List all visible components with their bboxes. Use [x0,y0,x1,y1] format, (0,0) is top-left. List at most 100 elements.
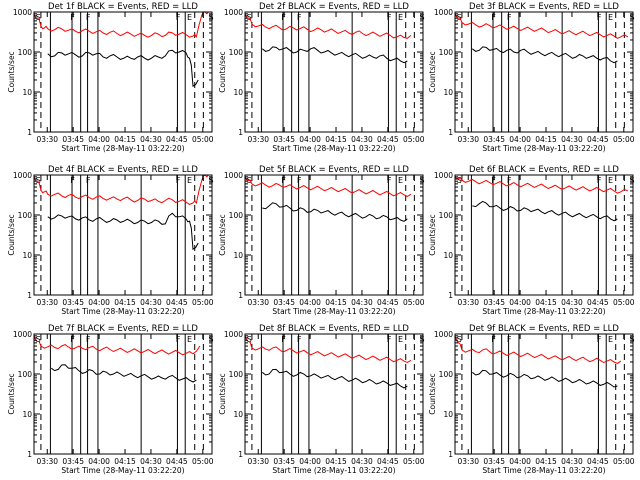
x-tick-label: 03:45 [62,298,84,307]
y-tick-label: 1000 [434,171,453,180]
x-tick-label: 05:00 [613,298,635,307]
x-tick-label: 03:45 [483,135,505,144]
saa-flag-label: F [176,176,181,185]
saa-flag-label: E [187,13,192,22]
saa-flag-label: S [630,13,635,22]
y-axis-label: Counts/sec [428,51,437,92]
saa-flag-label: E [398,13,403,22]
y-tick-label: 100 [229,370,244,379]
events-series-line [472,200,618,222]
x-tick-label: 05:00 [613,457,635,466]
x-tick-label: 04:00 [299,457,321,466]
x-axis-label: Start Time (28-May-11 03:22:20) [272,144,395,153]
x-tick-label: 04:45 [166,135,188,144]
lld-series-line [33,335,201,356]
saa-flag-label: F [387,176,392,185]
x-tick-label: 04:45 [166,298,188,307]
saa-flag-label: F [387,13,392,22]
saa-flag-label: S [247,13,252,22]
events-series-line [47,212,199,251]
saa-flag-label: S [247,335,252,344]
lld-series-line [33,174,209,205]
saa-flag-label: E [608,335,613,344]
saa-flag-label: F [597,335,602,344]
plot-frame [33,174,213,296]
x-axis-label: Start Time (28-May-11 03:22:20) [482,144,605,153]
x-tick-label: 04:00 [509,135,531,144]
x-tick-label: 04:00 [299,298,321,307]
events-series-line [261,368,408,389]
x-tick-label: 05:00 [192,457,214,466]
x-tick-label: 04:30 [351,457,373,466]
saa-flag-label: F [86,13,91,22]
panel-title: Det 1f BLACK = Events, RED = LLD [48,2,198,12]
y-tick-label: 1 [448,128,453,137]
x-tick-label: 04:15 [114,135,136,144]
panel-title: Det 8f BLACK = Events, RED = LLD [259,324,409,334]
y-tick-label: 100 [229,211,244,220]
x-tick-label: 04:00 [88,457,110,466]
saa-flag-label: F [281,335,286,344]
x-tick-label: 03:30 [247,298,269,307]
x-tick-label: 03:45 [273,457,295,466]
x-tick-label: 05:00 [613,135,635,144]
y-tick-label: 1 [448,291,453,300]
y-tick-label: 10 [22,410,32,419]
y-tick-label: 100 [439,211,454,220]
y-axis-label: Counts/sec [218,51,227,92]
x-tick-label: 03:45 [483,298,505,307]
x-tick-label: 04:15 [114,298,136,307]
saa-flag-label: S [420,13,425,22]
saa-flag-label: F [597,176,602,185]
x-axis-label: Start Time (28-May-11 03:22:20) [482,307,605,316]
y-axis-label: Counts/sec [7,51,16,92]
x-tick-label: 04:15 [535,457,557,466]
x-tick-label: 04:45 [587,135,609,144]
saa-flag-label: S [36,13,41,22]
saa-flag-label: S [209,335,214,344]
y-tick-label: 1000 [224,330,243,339]
x-tick-label: 04:00 [299,135,321,144]
x-tick-label: 04:45 [587,457,609,466]
x-tick-label: 03:45 [62,135,84,144]
x-tick-label: 04:00 [509,457,531,466]
events-series-line [51,364,197,383]
y-tick-label: 1000 [13,8,32,17]
lld-series-line [244,175,412,197]
saa-flag-label: S [36,335,41,344]
saa-flag-label: E [398,176,403,185]
y-tick-label: 100 [18,370,33,379]
y-tick-label: 1000 [434,330,453,339]
x-tick-label: 04:30 [561,457,583,466]
saa-flag-label: F [281,176,286,185]
y-tick-label: 1 [238,291,243,300]
x-tick-label: 05:00 [403,298,425,307]
saa-flag-label: S [630,176,635,185]
x-tick-label: 04:00 [88,298,110,307]
x-tick-label: 04:15 [325,457,347,466]
panel-title: Det 3f BLACK = Events, RED = LLD [469,2,619,12]
x-tick-label: 03:30 [36,135,58,144]
saa-flag-label: F [491,335,496,344]
x-tick-label: 04:15 [535,135,557,144]
y-axis-label: Counts/sec [428,214,437,255]
saa-flag-label: F [597,13,602,22]
x-tick-label: 03:45 [483,457,505,466]
x-tick-label: 05:00 [403,135,425,144]
saa-flag-label: S [457,13,462,22]
panel-title: Det 4f BLACK = Events, RED = LLD [48,165,198,175]
saa-flag-label: F [86,335,91,344]
x-tick-label: 03:30 [36,457,58,466]
x-tick-label: 04:30 [561,135,583,144]
x-tick-label: 04:45 [377,135,399,144]
saa-flag-label: F [86,176,91,185]
y-tick-label: 1000 [13,171,32,180]
saa-flag-label: F [297,335,302,344]
plot-frame [33,333,213,455]
